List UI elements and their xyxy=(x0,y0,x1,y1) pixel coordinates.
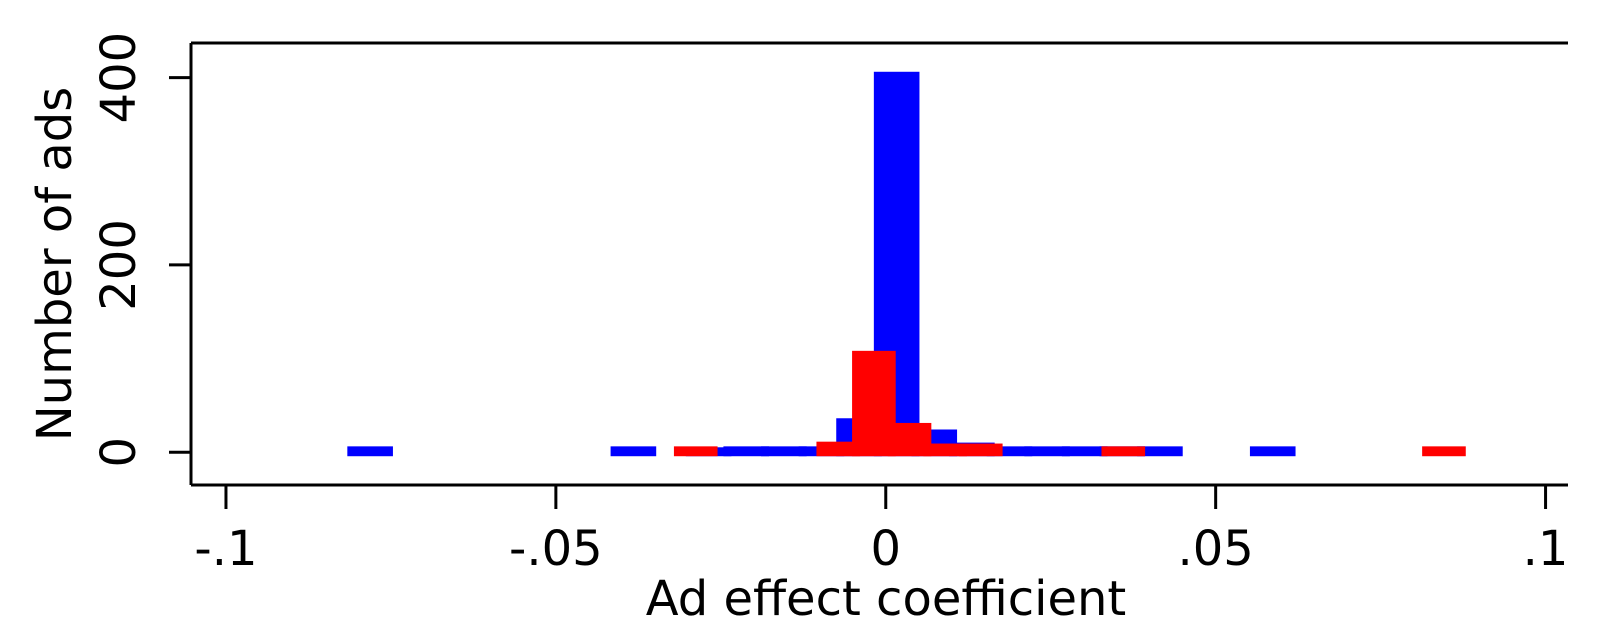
x-tick-label: -.1 xyxy=(194,521,257,577)
histogram-bar xyxy=(761,446,807,457)
histogram-bar xyxy=(1101,446,1146,457)
y-tick-label: 200 xyxy=(91,219,147,311)
histogram-bar xyxy=(887,422,932,457)
histogram-bar xyxy=(1249,446,1296,457)
x-tick-label: .1 xyxy=(1523,521,1569,577)
x-tick-label: .05 xyxy=(1177,521,1253,577)
histogram-bar xyxy=(673,446,718,457)
y-tick-label: 0 xyxy=(91,437,147,468)
histogram-bar xyxy=(1024,446,1070,457)
x-axis-title: Ad effect coefficient xyxy=(646,571,1127,627)
histogram-bar xyxy=(816,441,861,457)
histogram-bar xyxy=(1137,446,1183,457)
histogram-bar xyxy=(1422,446,1466,457)
histogram-bar xyxy=(958,443,1003,457)
histogram-bar xyxy=(923,443,967,457)
x-tick-label: -.05 xyxy=(509,521,603,577)
histogram-bar xyxy=(723,446,770,457)
x-tick-label: 0 xyxy=(870,521,901,577)
y-axis-title: Number of ads xyxy=(27,87,83,442)
histogram-bar xyxy=(347,446,393,457)
histogram-bar xyxy=(1061,446,1108,457)
histogram-bar xyxy=(852,350,896,457)
y-tick-label: 400 xyxy=(91,32,147,124)
histogram-bar xyxy=(610,446,657,457)
